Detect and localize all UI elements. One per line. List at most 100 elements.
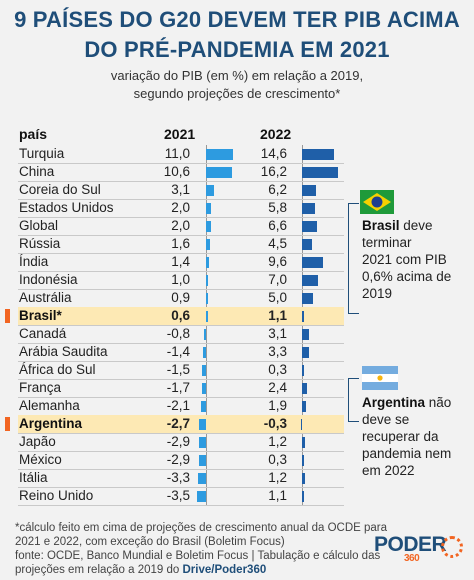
value-2021: 10,6 — [163, 164, 190, 179]
footnote-line1: *cálculo feito em cima de projeções de c… — [15, 522, 388, 534]
bar-2021 — [206, 257, 210, 268]
country-label: Turquia — [19, 146, 65, 161]
bar-2021 — [206, 185, 214, 196]
brazil-flag-icon — [360, 190, 394, 219]
bar-2021 — [200, 401, 206, 412]
highlight-marker — [5, 417, 10, 431]
bar-2022 — [302, 167, 338, 178]
bar-2022 — [302, 257, 324, 268]
bar-2022 — [302, 491, 305, 502]
row-divider — [18, 397, 344, 398]
bar-2022 — [302, 203, 315, 214]
bar-2022 — [302, 293, 314, 304]
country-label: Brasil* — [19, 308, 62, 323]
bar-2021 — [206, 311, 208, 322]
bar-2022 — [300, 419, 302, 430]
poder360-logo: PODER 360 — [374, 533, 447, 564]
bar-2021 — [198, 455, 206, 466]
value-2021: -1,7 — [166, 380, 190, 395]
brasil-note-text3: 2021 com PIB — [362, 252, 447, 267]
value-2022: 6,6 — [268, 218, 287, 233]
brasil-note: Brasil deve terminar 2021 com PIB 0,6% a… — [362, 217, 451, 302]
row-divider — [18, 505, 344, 506]
value-2021: 0,9 — [171, 290, 190, 305]
value-2022: 1,1 — [268, 308, 287, 323]
argentina-note: Argentina não deve se recuperar da pande… — [362, 394, 451, 479]
bar-2022 — [302, 275, 318, 286]
row-divider — [18, 217, 344, 218]
value-2021: 2,0 — [171, 200, 190, 215]
country-label: China — [19, 164, 55, 179]
value-2021: 1,0 — [171, 272, 190, 287]
bar-2021 — [204, 329, 206, 340]
logo-number: 360 — [404, 553, 420, 564]
country-label: Austrália — [19, 290, 72, 305]
country-label: Arábia Saudita — [19, 344, 108, 359]
bar-2022 — [302, 239, 312, 250]
brasil-note-text4: 0,6% acima de — [362, 269, 452, 284]
bar-2022 — [302, 383, 308, 394]
subtitle-line1: variação do PIB (em %) em relação a 2019… — [110, 68, 364, 83]
row-divider — [18, 253, 344, 254]
value-2022: 5,8 — [268, 200, 287, 215]
value-2022: 7,0 — [268, 272, 287, 287]
row-divider — [18, 379, 344, 380]
bar-2022 — [302, 347, 310, 358]
value-2021: 1,6 — [171, 236, 190, 251]
bar-2021 — [206, 167, 233, 178]
bar-2022 — [302, 401, 307, 412]
country-label: Indonésia — [19, 272, 78, 287]
bar-2021 — [201, 383, 206, 394]
bar-2021 — [206, 149, 233, 160]
country-label: Argentina — [19, 416, 83, 431]
value-2022: 9,6 — [268, 254, 287, 269]
row-divider — [18, 361, 344, 362]
value-2021: -1,5 — [166, 362, 190, 377]
value-2022: 0,3 — [268, 362, 287, 377]
value-2022: 3,1 — [268, 326, 287, 341]
row-divider — [18, 163, 344, 164]
bar-2021 — [202, 347, 206, 358]
highlight-row — [18, 307, 344, 325]
row-divider — [18, 433, 344, 434]
footnote-line4-text: projeções em relação a 2019 do — [15, 564, 183, 576]
value-2021: 1,4 — [171, 254, 190, 269]
footnote-line4-source: Drive/Poder360 — [182, 564, 267, 576]
value-2022: 0,3 — [268, 452, 287, 467]
bar-2021 — [197, 473, 206, 484]
value-2021: 11,0 — [164, 146, 190, 161]
value-2021: -3,5 — [166, 488, 190, 503]
bar-2021 — [206, 203, 211, 214]
country-label: África do Sul — [19, 362, 96, 377]
country-label: Japão — [19, 434, 56, 449]
argentina-note-text3: recuperar da — [362, 429, 439, 444]
brasil-note-text1: deve — [399, 218, 433, 233]
bar-2022 — [302, 221, 317, 232]
footnote-line2: 2021 e 2022, com exceção do Brasil (Bole… — [15, 536, 285, 548]
value-2022: 4,5 — [268, 236, 287, 251]
logo-text: PODER — [374, 533, 447, 556]
value-2021: -3,3 — [166, 470, 190, 485]
bar-2022 — [302, 185, 316, 196]
logo-circle-icon — [441, 536, 463, 558]
country-label: Alemanha — [19, 398, 80, 413]
argentina-note-text1: não — [425, 395, 452, 410]
bar-2022 — [302, 329, 309, 340]
bar-2022 — [302, 365, 304, 376]
country-label: Canadá — [19, 326, 67, 341]
chart-title-line1: 9 PAÍSES DO G20 DEVEM TER PIB ACIMA — [14, 7, 460, 32]
highlight-marker — [5, 309, 10, 323]
header-country: país — [19, 126, 48, 142]
header-2022: 2022 — [260, 126, 292, 142]
row-divider — [18, 487, 344, 488]
row-divider — [18, 451, 344, 452]
value-2022: 3,3 — [268, 344, 287, 359]
header-2021: 2021 — [164, 126, 196, 142]
value-2021: -2,9 — [166, 434, 190, 449]
bar-2022 — [302, 311, 305, 322]
country-label: México — [19, 452, 62, 467]
bar-2021 — [199, 419, 206, 430]
row-divider — [18, 181, 344, 182]
country-label: França — [19, 380, 62, 395]
value-2022: 1,2 — [268, 470, 287, 485]
